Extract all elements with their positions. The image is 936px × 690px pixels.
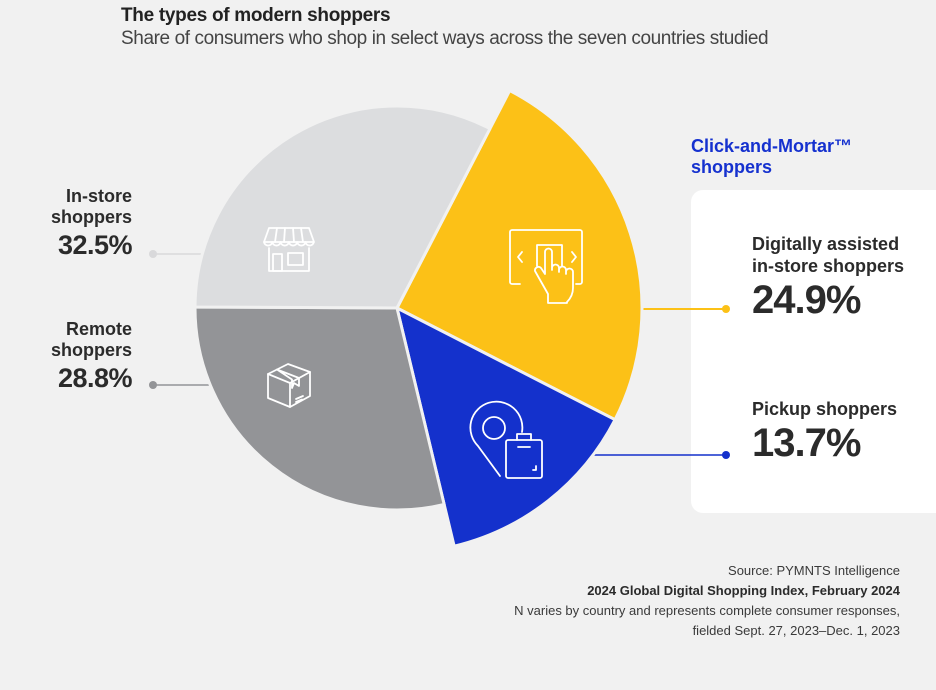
- label-instore: In-store shoppers 32.5%: [50, 186, 133, 262]
- chart-title: The types of modern shoppers: [121, 5, 391, 26]
- source-note: Source: PYMNTS Intelligence 2024 Global …: [514, 561, 900, 641]
- label-pickup-name: Pickup shoppers: [752, 399, 898, 419]
- pie-slice-pickup: [395, 306, 617, 548]
- label-pickup-value: 13.7%: [752, 421, 861, 465]
- label-remote-name-1: Remote: [65, 319, 132, 339]
- group-title-line1: Click-and-Mortar™: [691, 136, 853, 156]
- storefront-icon: [263, 227, 315, 272]
- label-instore-value: 32.5%: [57, 230, 133, 260]
- location-pin-bag-icon: [469, 400, 543, 479]
- label-instore-name-1: In-store: [65, 186, 132, 206]
- label-digital-name-2: in-store shoppers: [752, 256, 905, 276]
- label-instore-name-2: shoppers: [50, 207, 132, 227]
- touchscreen-hand-icon: [509, 229, 583, 304]
- sample-note-2: fielded Sept. 27, 2023–Dec. 1, 2023: [692, 623, 900, 638]
- label-remote-name-2: shoppers: [50, 340, 132, 360]
- label-remote-value: 28.8%: [57, 363, 133, 393]
- label-digital: Digitally assisted in-store shoppers 24.…: [752, 233, 904, 323]
- report-name: 2024 Global Digital Shopping Index, Febr…: [587, 583, 900, 598]
- pie-slice-remote: [193, 305, 446, 512]
- leader-dot-digital: [722, 305, 730, 313]
- chart-subtitle: Share of consumers who shop in select wa…: [121, 28, 769, 49]
- leader-dot-pickup: [722, 451, 730, 459]
- click-and-mortar-card: [691, 190, 936, 513]
- package-box-icon: [267, 363, 311, 408]
- click-and-mortar-title: Click-and-Mortar™ shoppers: [691, 136, 852, 178]
- source-line: Source: PYMNTS Intelligence: [728, 563, 900, 578]
- label-pickup: Pickup shoppers 13.7%: [752, 398, 897, 466]
- sample-note-1: N varies by country and represents compl…: [514, 603, 900, 618]
- group-title-line2: shoppers: [691, 157, 773, 177]
- leader-dot-instore: [149, 250, 157, 258]
- label-digital-value: 24.9%: [752, 278, 861, 322]
- leader-dot-remote: [149, 381, 157, 389]
- label-digital-name-1: Digitally assisted: [752, 234, 900, 254]
- label-remote: Remote shoppers 28.8%: [50, 319, 133, 395]
